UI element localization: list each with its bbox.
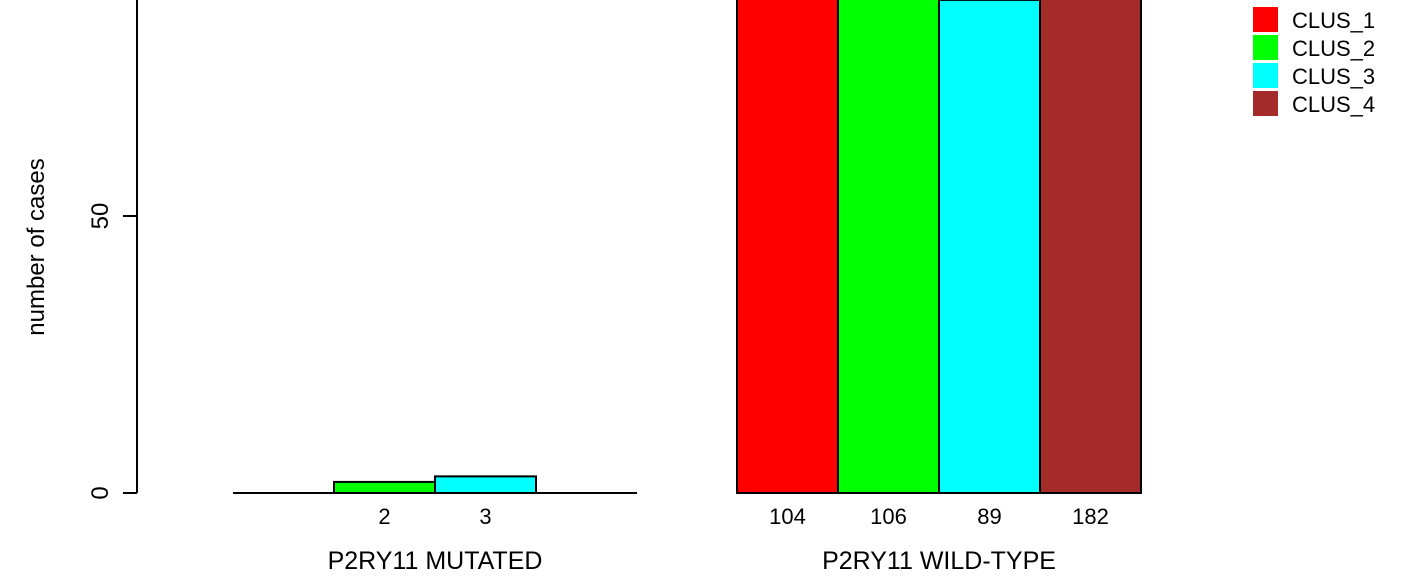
- legend-swatch: [1253, 63, 1278, 88]
- bar: [434, 475, 537, 495]
- legend-swatch: [1253, 7, 1278, 32]
- bar: [736, 0, 839, 494]
- bar-value-label: 104: [769, 504, 806, 529]
- bar: [333, 480, 436, 495]
- legend-swatch: [1253, 35, 1278, 60]
- bar: [837, 0, 940, 494]
- bar-value-label: 89: [977, 504, 1001, 529]
- y-axis-label: number of cases: [23, 158, 50, 335]
- legend: CLUS_1 CLUS_2 CLUS_3 CLUS_4: [1253, 7, 1375, 117]
- bar-value-label: 106: [870, 504, 907, 529]
- y-tick-label: 50: [87, 203, 114, 230]
- bar: [1039, 0, 1142, 494]
- group-label: P2RY11 WILD-TYPE: [822, 547, 1056, 575]
- legend-swatch: [1253, 91, 1278, 116]
- bar-value-label: 182: [1072, 504, 1109, 529]
- bar-value-label: 2: [378, 504, 390, 529]
- y-axis: 050100150: [87, 0, 138, 500]
- bar-value-label: 3: [479, 504, 491, 529]
- y-tick-label: 0: [87, 486, 114, 499]
- value-labels: 2 3 104 106 89 182: [378, 504, 1108, 529]
- bar: [938, 0, 1041, 494]
- legend-label: CLUS_1: [1292, 8, 1375, 33]
- legend-label: CLUS_4: [1292, 92, 1375, 117]
- legend-label: CLUS_2: [1292, 36, 1375, 61]
- group-label: P2RY11 MUTATED: [328, 547, 543, 575]
- group-labels: P2RY11 MUTATED P2RY11 WILD-TYPE: [328, 547, 1056, 575]
- bars: [333, 0, 1142, 495]
- legend-label: CLUS_3: [1292, 64, 1375, 89]
